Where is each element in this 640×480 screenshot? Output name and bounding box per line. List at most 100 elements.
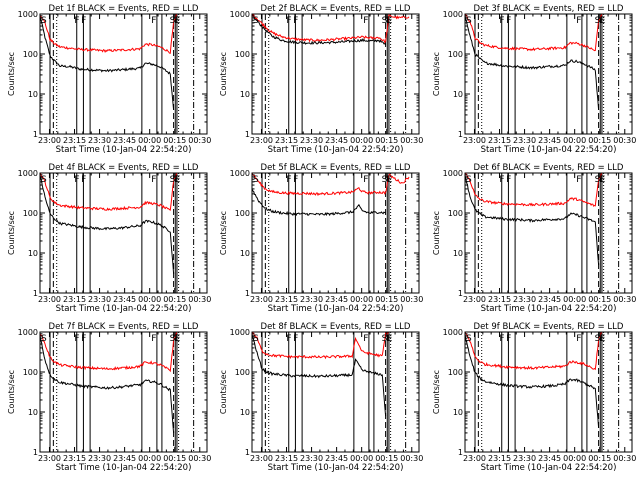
plot-area (465, 332, 620, 452)
y-axis-label: Counts/sec (219, 370, 228, 414)
marker-label: E (175, 175, 181, 185)
x-tick-label: 23:15 (488, 454, 511, 463)
x-tick-label: 00:00 (563, 295, 586, 304)
y-tick-label: 1000 (18, 328, 38, 337)
x-tick-label: 23:00 (250, 454, 273, 463)
y-tick-label: 1 (458, 448, 463, 457)
y-tick-label: 1 (458, 289, 463, 298)
y-axis-label: Counts/sec (7, 370, 16, 414)
y-tick-label: 1000 (18, 169, 38, 178)
x-tick-label: 23:30 (513, 136, 536, 145)
x-tick-label: 23:45 (113, 136, 136, 145)
x-tick-label: 23:15 (488, 295, 511, 304)
x-tick-label: 00:15 (588, 136, 611, 145)
marker-label: F (576, 175, 581, 185)
plot-frame (464, 331, 633, 453)
plot-area (40, 173, 195, 293)
y-tick-label: 100 (23, 50, 38, 59)
x-tick-label: 00:00 (138, 295, 161, 304)
series-lld (40, 173, 178, 211)
x-tick-label: 00:00 (563, 454, 586, 463)
plot-frame (251, 331, 420, 453)
marker-label: S (466, 175, 472, 185)
series-lld (252, 332, 390, 360)
x-tick-label: 23:15 (63, 454, 86, 463)
panel-title: Det 7f BLACK = Events, RED = LLD (49, 322, 199, 332)
x-tick-label: 23:45 (113, 454, 136, 463)
marker-label: F (151, 334, 156, 344)
marker-label: S (382, 175, 388, 185)
marker-label: E (600, 175, 606, 185)
marker-label: S (41, 334, 47, 344)
x-tick-label: 00:30 (188, 454, 211, 463)
marker-label: S (466, 334, 472, 344)
marker-label: S (41, 16, 47, 26)
series-lld (40, 14, 178, 54)
y-tick-label: 100 (23, 368, 38, 377)
x-tick-label: 23:15 (275, 136, 298, 145)
x-tick-label: 23:45 (113, 295, 136, 304)
x-axis-label: Start Time (10-Jan-04 22:54:20) (481, 304, 617, 314)
x-tick-label: 00:30 (188, 295, 211, 304)
x-tick-label: 23:00 (250, 136, 273, 145)
marker-label: S (466, 16, 472, 26)
plot-frame (464, 13, 633, 135)
marker-label: F (286, 334, 291, 344)
marker-label: F (363, 334, 368, 344)
y-tick-label: 1000 (443, 10, 463, 19)
x-tick-label: 23:45 (538, 136, 561, 145)
x-tick-label: 00:00 (138, 136, 161, 145)
x-tick-label: 23:00 (38, 136, 61, 145)
panel-title: Det 2f BLACK = Events, RED = LLD (261, 4, 411, 14)
marker-label: F (286, 175, 291, 185)
marker-label: F (293, 175, 298, 185)
x-tick-label: 23:30 (300, 136, 323, 145)
panel-title: Det 6f BLACK = Events, RED = LLD (474, 163, 624, 173)
series-events (252, 14, 387, 46)
x-axis-label: Start Time (10-Jan-04 22:54:20) (56, 145, 192, 155)
marker-label: E (600, 16, 606, 26)
marker-label: F (74, 334, 79, 344)
x-tick-label: 23:45 (325, 454, 348, 463)
y-tick-label: 10 (240, 249, 250, 258)
marker-label: S (382, 334, 388, 344)
y-tick-label: 1 (245, 289, 250, 298)
x-tick-label: 23:00 (38, 454, 61, 463)
series-lld (252, 173, 410, 197)
panel-title: Det 3f BLACK = Events, RED = LLD (474, 4, 624, 14)
marker-label: S (382, 16, 388, 26)
x-tick-label: 00:15 (375, 295, 398, 304)
plot-area (465, 173, 620, 293)
x-tick-label: 23:45 (538, 454, 561, 463)
series-lld (40, 332, 178, 373)
y-tick-label: 100 (448, 50, 463, 59)
x-tick-label: 00:15 (163, 295, 186, 304)
marker-label: F (293, 16, 298, 26)
y-axis-label: Counts/sec (7, 211, 16, 255)
y-tick-label: 100 (235, 209, 250, 218)
x-tick-label: 23:30 (300, 295, 323, 304)
y-tick-label: 1000 (230, 328, 250, 337)
y-tick-label: 1 (245, 448, 250, 457)
marker-label: E (600, 334, 606, 344)
x-tick-label: 23:30 (88, 454, 111, 463)
marker-label: E (175, 334, 181, 344)
series-events (40, 15, 175, 110)
x-axis-label: Start Time (10-Jan-04 22:54:20) (268, 145, 404, 155)
y-tick-label: 100 (235, 50, 250, 59)
x-tick-label: 00:30 (613, 454, 636, 463)
marker-label: F (81, 16, 86, 26)
x-tick-label: 23:30 (513, 295, 536, 304)
x-axis-label: Start Time (10-Jan-04 22:54:20) (481, 463, 617, 473)
y-tick-label: 10 (28, 249, 38, 258)
x-tick-label: 23:45 (325, 136, 348, 145)
marker-label: F (576, 16, 581, 26)
x-tick-label: 00:00 (138, 454, 161, 463)
